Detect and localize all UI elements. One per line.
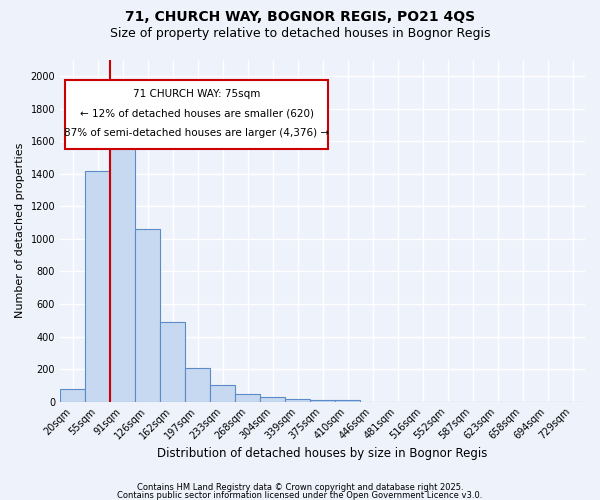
- Bar: [335, 400, 360, 402]
- Bar: [185, 368, 210, 402]
- Text: Contains public sector information licensed under the Open Government Licence v3: Contains public sector information licen…: [118, 490, 482, 500]
- Bar: [210, 384, 235, 402]
- Text: 87% of semi-detached houses are larger (4,376) →: 87% of semi-detached houses are larger (…: [64, 128, 329, 138]
- Bar: [160, 322, 185, 402]
- Y-axis label: Number of detached properties: Number of detached properties: [15, 143, 25, 318]
- Bar: [260, 396, 285, 402]
- Bar: [60, 388, 85, 402]
- Text: 71 CHURCH WAY: 75sqm: 71 CHURCH WAY: 75sqm: [133, 89, 260, 99]
- Bar: [310, 400, 335, 402]
- Text: 71, CHURCH WAY, BOGNOR REGIS, PO21 4QS: 71, CHURCH WAY, BOGNOR REGIS, PO21 4QS: [125, 10, 475, 24]
- Text: ← 12% of detached houses are smaller (620): ← 12% of detached houses are smaller (62…: [80, 108, 314, 118]
- Text: Size of property relative to detached houses in Bognor Regis: Size of property relative to detached ho…: [110, 28, 490, 40]
- Bar: [285, 399, 310, 402]
- Text: Contains HM Land Registry data © Crown copyright and database right 2025.: Contains HM Land Registry data © Crown c…: [137, 484, 463, 492]
- Bar: [135, 229, 160, 402]
- Bar: [85, 170, 110, 402]
- FancyBboxPatch shape: [65, 80, 328, 149]
- Bar: [235, 394, 260, 402]
- X-axis label: Distribution of detached houses by size in Bognor Regis: Distribution of detached houses by size …: [157, 447, 488, 460]
- Bar: [110, 140, 135, 402]
